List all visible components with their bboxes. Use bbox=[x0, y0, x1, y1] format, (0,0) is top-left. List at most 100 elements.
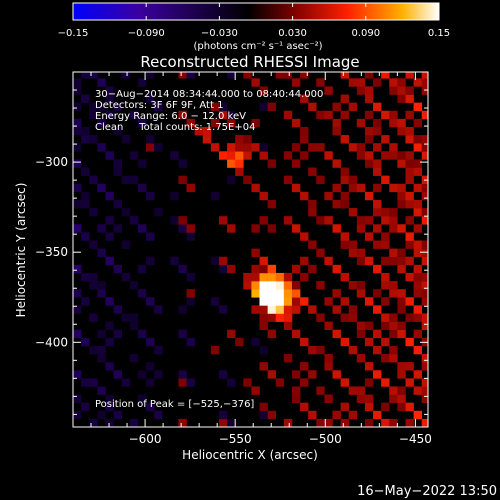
heatmap-cell bbox=[178, 216, 187, 225]
heatmap-cell bbox=[397, 386, 406, 395]
heatmap-cell bbox=[73, 159, 82, 168]
heatmap-cell bbox=[300, 297, 309, 306]
heatmap-cell bbox=[413, 272, 422, 282]
heatmap-cell bbox=[381, 135, 390, 144]
heatmap-cell bbox=[137, 224, 147, 233]
heatmap-cell bbox=[421, 216, 428, 225]
heatmap-cell bbox=[373, 224, 382, 233]
heatmap-cell bbox=[97, 78, 106, 87]
heatmap-cell bbox=[251, 289, 260, 298]
heatmap-cell bbox=[413, 345, 422, 355]
heatmap-cell bbox=[121, 240, 131, 249]
heatmap-cell bbox=[356, 78, 366, 87]
heatmap-cell bbox=[373, 370, 382, 379]
heatmap-cell bbox=[300, 272, 309, 282]
heatmap-cell bbox=[113, 329, 122, 339]
heatmap-cell bbox=[113, 410, 122, 420]
heatmap-cell bbox=[259, 256, 268, 266]
heatmap-cell bbox=[170, 256, 179, 266]
heatmap-cell bbox=[89, 378, 98, 387]
heatmap-cell bbox=[218, 305, 228, 314]
heatmap-cell bbox=[170, 151, 179, 160]
heatmap-cell bbox=[202, 126, 212, 136]
heatmap-cell bbox=[421, 86, 428, 95]
heatmap-cell bbox=[364, 362, 374, 371]
heatmap-cell bbox=[73, 370, 82, 379]
heatmap-cell bbox=[243, 151, 252, 160]
heatmap-cell bbox=[291, 78, 301, 87]
heatmap-cell bbox=[73, 410, 82, 420]
heatmap-cell bbox=[389, 386, 398, 395]
heatmap-cell bbox=[129, 418, 139, 427]
heatmap-cell bbox=[97, 248, 106, 258]
heatmap-cell bbox=[348, 305, 358, 314]
heatmap-cell bbox=[381, 110, 390, 120]
heatmap-cell bbox=[178, 224, 187, 233]
heatmap-cell bbox=[332, 102, 341, 112]
heatmap-cell bbox=[251, 118, 260, 128]
heatmap-cell bbox=[421, 135, 428, 144]
heatmap-cell bbox=[348, 345, 358, 355]
heatmap-cell bbox=[73, 86, 82, 95]
heatmap-cell bbox=[405, 191, 414, 201]
heatmap-cell bbox=[81, 167, 90, 176]
heatmap-cell bbox=[421, 183, 428, 193]
heatmap-cell bbox=[227, 118, 236, 128]
heatmap-cell bbox=[97, 410, 106, 420]
heatmap-cell bbox=[413, 118, 422, 128]
heatmap-cell bbox=[283, 272, 293, 282]
heatmap-cell bbox=[105, 256, 114, 266]
heatmap-cell bbox=[413, 183, 422, 193]
heatmap-cell bbox=[202, 135, 212, 144]
heatmap-cell bbox=[381, 151, 390, 160]
heatmap-cell bbox=[364, 110, 374, 120]
heatmap-cell bbox=[243, 175, 252, 185]
heatmap-cell bbox=[413, 370, 422, 379]
heatmap-cell bbox=[381, 337, 390, 347]
heatmap-cell bbox=[113, 224, 122, 233]
heatmap-cell bbox=[389, 110, 398, 120]
heatmap-cell bbox=[170, 216, 179, 225]
heatmap-cell bbox=[178, 159, 187, 168]
heatmap-cell bbox=[340, 175, 350, 185]
heatmap-cell bbox=[275, 305, 285, 314]
heatmap-cell bbox=[81, 135, 90, 144]
heatmap-cell bbox=[267, 313, 277, 322]
heatmap-cell bbox=[389, 86, 398, 95]
heatmap-cell bbox=[308, 305, 317, 314]
heatmap-cell bbox=[373, 118, 382, 128]
heatmap-cell bbox=[97, 289, 106, 298]
heatmap-cell bbox=[137, 394, 147, 403]
heatmap-cell bbox=[300, 232, 309, 241]
heatmap-cell bbox=[259, 402, 268, 412]
heatmap-cell bbox=[364, 297, 374, 306]
heatmap-cell bbox=[291, 264, 301, 274]
heatmap-cell bbox=[218, 151, 228, 160]
heatmap-cell bbox=[421, 256, 428, 266]
heatmap-cell bbox=[364, 256, 374, 266]
heatmap-cell bbox=[267, 329, 277, 339]
heatmap-cell bbox=[154, 305, 163, 314]
heatmap-cell bbox=[405, 167, 414, 176]
x-axis-label: Heliocentric X (arcsec) bbox=[182, 448, 318, 462]
heatmap-cell bbox=[186, 297, 195, 306]
heatmap-cell bbox=[348, 102, 358, 112]
footer-date: 16−May−2022 13:50 bbox=[357, 484, 497, 499]
heatmap-cell bbox=[421, 191, 428, 201]
heatmap-cell bbox=[73, 199, 82, 209]
heatmap-cell bbox=[373, 167, 382, 176]
heatmap-cell bbox=[389, 248, 398, 258]
heatmap-cell bbox=[227, 264, 236, 274]
heatmap-cell bbox=[413, 78, 422, 87]
heatmap-cell bbox=[373, 410, 382, 420]
heatmap-cell bbox=[291, 305, 301, 314]
heatmap-cell bbox=[381, 240, 390, 249]
heatmap-cell bbox=[218, 264, 228, 274]
heatmap-cell bbox=[324, 321, 333, 330]
heatmap-cell bbox=[243, 143, 252, 152]
heatmap-cell bbox=[348, 281, 358, 290]
heatmap-cell bbox=[373, 329, 382, 339]
heatmap-cell bbox=[324, 86, 333, 95]
heatmap-cell bbox=[145, 191, 155, 201]
heatmap-cell bbox=[405, 94, 414, 103]
